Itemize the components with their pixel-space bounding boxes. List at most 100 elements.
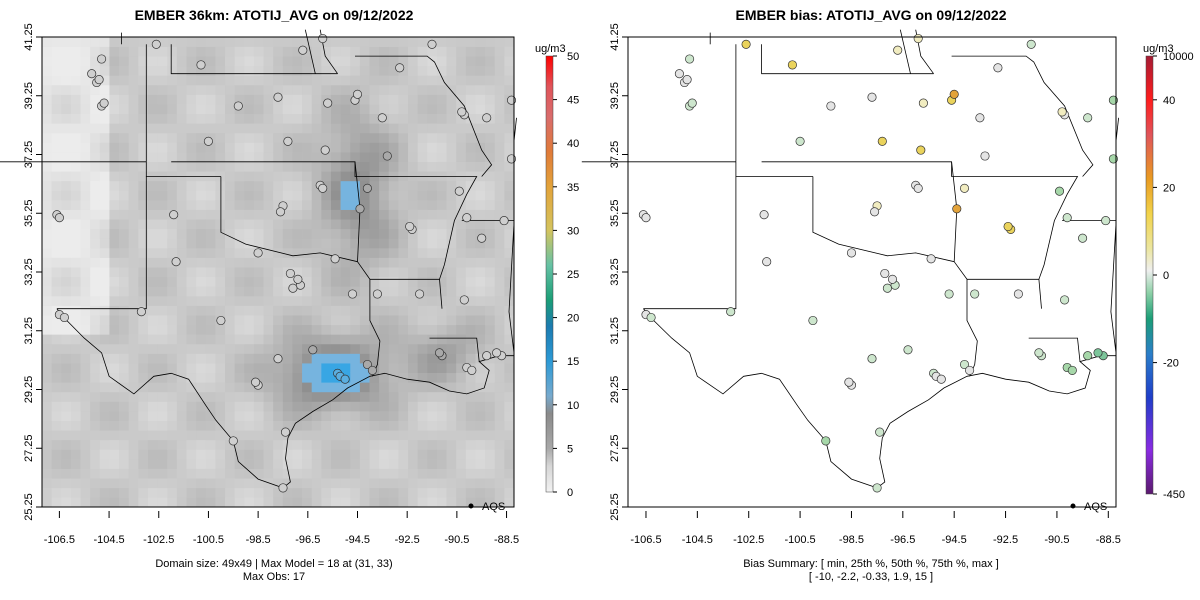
grid-cell xyxy=(157,430,168,441)
grid-cell xyxy=(504,468,515,479)
grid-cell xyxy=(292,459,303,469)
grid-cell xyxy=(167,401,178,412)
grid-cell xyxy=(234,391,245,402)
grid-cell xyxy=(379,238,390,249)
grid-cell xyxy=(128,37,139,47)
grid-cell xyxy=(128,363,139,374)
grid-cell xyxy=(359,391,370,402)
colorbar-tick-label: 15 xyxy=(567,356,579,368)
grid-cell xyxy=(475,84,486,95)
grid-cell xyxy=(379,391,390,402)
grid-cell xyxy=(225,449,235,460)
grid-cell xyxy=(465,104,476,115)
grid-cell xyxy=(359,209,370,220)
grid-cell xyxy=(186,161,197,172)
grid-cell xyxy=(408,459,418,469)
grid-cell xyxy=(398,152,409,162)
grid-cell xyxy=(61,449,72,460)
grid-cell xyxy=(292,37,303,47)
aqs-site-marker xyxy=(826,101,836,111)
grid-cell xyxy=(369,56,380,67)
state-border xyxy=(220,176,358,263)
grid-cell xyxy=(302,94,313,105)
grid-cell xyxy=(417,267,428,278)
grid-cell xyxy=(282,113,293,124)
grid-cell xyxy=(51,343,62,354)
grid-cell xyxy=(340,200,351,210)
grid-cell xyxy=(388,420,399,431)
grid-cell xyxy=(42,113,52,124)
aqs-site-marker xyxy=(1078,233,1088,243)
grid-cell xyxy=(196,334,207,345)
grid-cell xyxy=(51,315,62,326)
grid-cell xyxy=(167,363,178,374)
grid-cell xyxy=(176,343,187,354)
grid-cell xyxy=(330,363,341,374)
grid-cell xyxy=(196,123,207,134)
grid-cell xyxy=(70,248,81,258)
grid-cell xyxy=(456,123,467,134)
grid-cell xyxy=(379,324,390,335)
grid-cell xyxy=(379,75,390,86)
grid-cell xyxy=(205,238,216,249)
grid-cell xyxy=(465,295,476,306)
grid-cell xyxy=(273,248,284,258)
grid-cell xyxy=(408,84,418,95)
grid-cell xyxy=(80,353,91,364)
grid-cell xyxy=(408,411,418,421)
grid-cell xyxy=(408,161,418,172)
grid-cell xyxy=(70,75,81,86)
grid-cell xyxy=(446,401,457,412)
map-area-right xyxy=(628,37,1116,507)
grid-cell xyxy=(302,180,313,191)
grid-cell xyxy=(330,315,341,326)
grid-cell xyxy=(446,123,457,134)
grid-cell xyxy=(302,248,313,258)
grid-cell xyxy=(167,286,178,297)
grid-cell xyxy=(196,478,207,489)
grid-cell xyxy=(494,372,505,383)
grid-cell xyxy=(109,420,120,431)
grid-cell xyxy=(369,228,380,239)
grid-cell xyxy=(504,343,515,354)
grid-cell xyxy=(350,113,361,124)
grid-cell xyxy=(109,257,120,268)
grid-cell xyxy=(186,468,197,479)
aqs-site-marker xyxy=(762,257,772,267)
grid-cell xyxy=(138,238,149,249)
grid-cell xyxy=(234,324,245,335)
grid-cell xyxy=(90,295,101,306)
grid-cell xyxy=(273,459,284,469)
grid-cell xyxy=(99,353,110,364)
grid-cell xyxy=(263,430,274,441)
grid-cell xyxy=(330,430,341,441)
grid-cell xyxy=(205,180,216,191)
aqs-site-marker xyxy=(1062,213,1072,223)
grid-cell xyxy=(494,276,505,287)
grid-cell xyxy=(417,305,428,316)
grid-cell xyxy=(369,439,380,450)
grid-cell xyxy=(61,104,72,115)
grid-cell xyxy=(176,276,187,287)
grid-cell xyxy=(205,315,216,326)
grid-cell xyxy=(90,228,101,239)
grid-cell xyxy=(61,37,72,47)
grid-cell xyxy=(302,411,313,421)
grid-cell xyxy=(61,478,72,489)
grid-cell xyxy=(157,94,168,105)
grid-cell xyxy=(225,305,235,316)
grid-cell xyxy=(128,478,139,489)
grid-cell xyxy=(504,276,515,287)
grid-cell xyxy=(340,449,351,460)
grid-cell xyxy=(340,56,351,67)
grid-cell xyxy=(408,200,418,210)
grid-cell xyxy=(90,200,101,210)
grid-cell xyxy=(42,104,52,115)
grid-cell xyxy=(359,142,370,153)
aqs-site-marker xyxy=(395,63,405,73)
grid-cell xyxy=(196,142,207,153)
grid-cell xyxy=(253,334,264,345)
grid-cell xyxy=(147,248,158,258)
grid-cell xyxy=(225,152,235,162)
grid-cell xyxy=(119,228,129,239)
